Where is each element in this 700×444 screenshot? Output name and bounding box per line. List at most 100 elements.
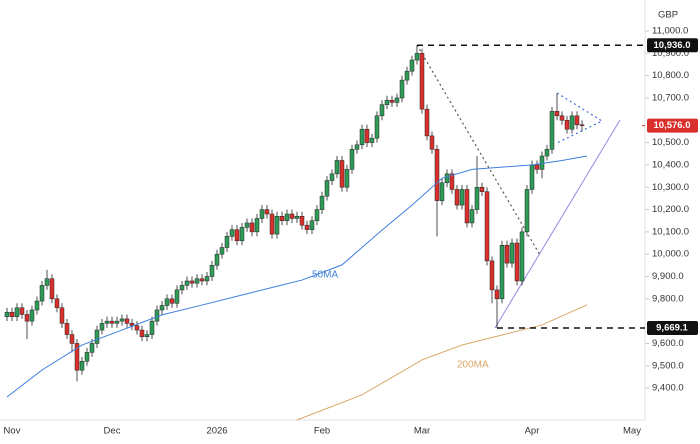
x-tick-label: Mar (414, 426, 430, 437)
candle-body (269, 213, 275, 235)
candle-body (244, 222, 250, 228)
candle-body (374, 115, 380, 139)
candle-body (474, 186, 480, 210)
candle-body (389, 99, 395, 103)
candle-body (579, 124, 585, 127)
candle-body (4, 311, 10, 317)
level-tag (647, 38, 698, 53)
candle-body (344, 169, 350, 188)
y-tick-label: 10,200.0 (652, 204, 689, 215)
level-tag (647, 321, 698, 336)
candle-body (64, 323, 70, 335)
candle-body (529, 164, 535, 190)
candle-body (454, 189, 460, 206)
candle-body (399, 79, 405, 99)
candle-body (264, 209, 270, 215)
candle-body (339, 160, 345, 188)
candle-body (519, 231, 525, 282)
candle-body (364, 128, 370, 143)
candle-body (229, 229, 235, 237)
candle-body (189, 280, 195, 284)
y-tick-label: 10,300.0 (652, 182, 689, 193)
x-tick-label: May (623, 426, 641, 437)
candle-body (564, 120, 570, 130)
candle-body (144, 334, 150, 338)
candle-body (224, 236, 230, 248)
candle-body (74, 343, 80, 371)
candle-body (484, 191, 490, 262)
candle-body (219, 247, 225, 255)
candle-body (384, 99, 390, 105)
moving-average (296, 304, 588, 421)
candle-body (499, 245, 505, 300)
candle-body (409, 59, 415, 72)
y-tick-label: 9,800.0 (652, 293, 684, 304)
candle-body (274, 215, 280, 235)
candle-body (414, 53, 420, 61)
candle-body (309, 220, 315, 230)
y-tick-label: 10,800.0 (652, 70, 689, 81)
candle-body (174, 289, 180, 304)
candle-body (104, 320, 110, 324)
candle-body (299, 215, 305, 226)
currency-label: GBP (658, 10, 678, 21)
candle-body (179, 285, 185, 291)
candle-body (169, 298, 175, 304)
candle-body (329, 173, 335, 181)
candle-body (444, 173, 450, 184)
level-label: 9,669.1 (656, 323, 688, 334)
candle-body (514, 242, 520, 282)
trend-line (416, 44, 541, 256)
candle-body (194, 278, 200, 284)
candle-body (14, 307, 20, 317)
candle-body (9, 311, 15, 317)
candle-body (69, 334, 75, 344)
candle-body (124, 318, 130, 324)
candle-body (319, 195, 325, 210)
last-price-label: 10,576.0 (654, 120, 691, 131)
candle-body (54, 298, 60, 308)
candle-body (324, 180, 330, 197)
candle-body (434, 149, 440, 201)
candle-body (29, 309, 35, 322)
candle-body (524, 189, 530, 233)
candle-body (509, 242, 515, 264)
candle-body (379, 104, 385, 117)
candle-body (314, 209, 320, 221)
candle-body (24, 314, 30, 322)
candle-body (134, 325, 140, 331)
candle-body (249, 222, 255, 233)
candle-body (164, 298, 170, 306)
y-tick-label: 10,100.0 (652, 226, 689, 237)
candle-body (234, 229, 240, 242)
level-label: 10,936.0 (654, 40, 691, 51)
moving-average-label: 50MA (312, 270, 338, 281)
support-line (494, 119, 621, 329)
candle-body (259, 209, 265, 219)
y-tick-label: 10,500.0 (652, 137, 689, 148)
candle-body (239, 227, 245, 242)
candle-body (554, 111, 560, 117)
candle-body (34, 300, 40, 311)
candle-body (44, 278, 50, 286)
candle-body (404, 70, 410, 81)
candle-body (369, 137, 375, 143)
candle-body (99, 323, 105, 331)
candle-body (334, 160, 340, 175)
y-tick-label: 9,400.0 (652, 383, 684, 394)
x-tick-label: Dec (104, 426, 121, 437)
candle-body (59, 307, 65, 324)
candle-body (439, 182, 445, 201)
x-tick-label: Apr (525, 426, 540, 437)
candle-body (49, 278, 55, 300)
y-tick-label: 10,000.0 (652, 249, 689, 260)
x-tick-label: Feb (314, 426, 330, 437)
candle-body (549, 111, 555, 150)
y-tick-label: 11,000.0 (652, 26, 688, 37)
candle-body (214, 253, 220, 266)
last-price-tag (647, 118, 698, 133)
candle-body (419, 53, 425, 110)
candle-body (84, 352, 90, 362)
